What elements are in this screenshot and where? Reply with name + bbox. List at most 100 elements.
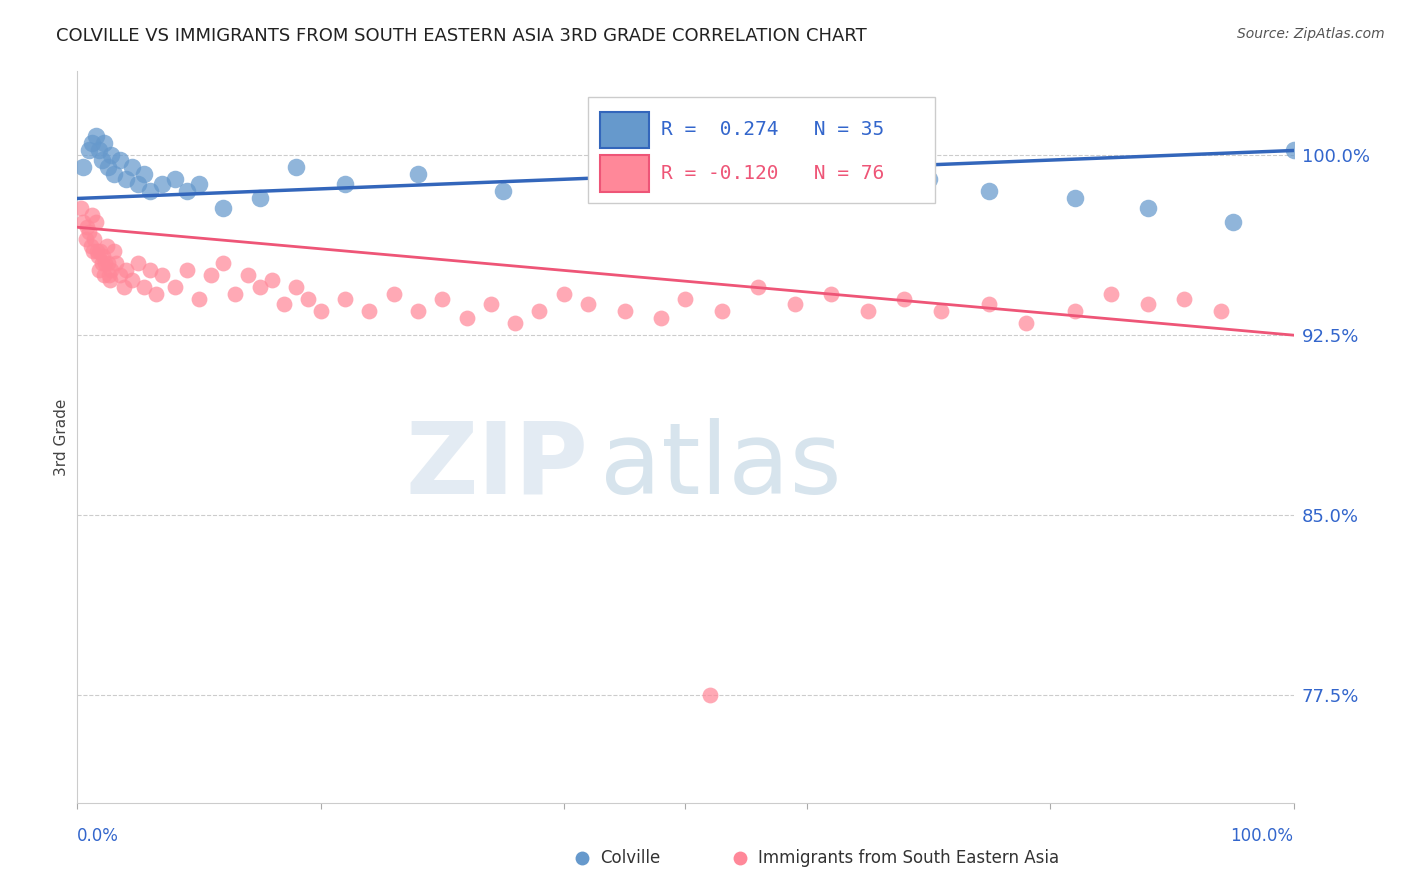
Point — [285, 280, 308, 294]
Point — [820, 287, 842, 301]
Point — [90, 256, 112, 270]
Point — [297, 292, 319, 306]
Point — [1015, 316, 1038, 330]
Point — [90, 153, 112, 167]
Point — [710, 304, 733, 318]
Point — [1173, 292, 1195, 306]
Point — [83, 232, 105, 246]
Point — [529, 304, 551, 318]
Point — [80, 239, 103, 253]
Point — [1222, 215, 1244, 229]
Point — [96, 239, 118, 253]
Point — [89, 263, 111, 277]
Point — [121, 161, 143, 175]
Point — [86, 244, 108, 259]
Text: Immigrants from South Eastern Asia: Immigrants from South Eastern Asia — [758, 848, 1060, 867]
Point — [382, 287, 405, 301]
Text: Colville: Colville — [600, 848, 661, 867]
Point — [112, 280, 135, 294]
Point — [127, 177, 149, 191]
Point — [139, 184, 162, 198]
Point — [84, 129, 107, 144]
Point — [127, 256, 149, 270]
Point — [492, 184, 515, 198]
Point — [783, 297, 806, 311]
Point — [176, 263, 198, 277]
Point — [613, 172, 636, 186]
Point — [188, 292, 211, 306]
Point — [79, 225, 101, 239]
Point — [212, 201, 235, 215]
Point — [747, 280, 769, 294]
Point — [80, 208, 103, 222]
Point — [918, 172, 941, 186]
Point — [87, 249, 110, 263]
Point — [1136, 201, 1159, 215]
Point — [93, 136, 115, 151]
Point — [699, 688, 721, 702]
Point — [1282, 144, 1305, 158]
Text: atlas: atlas — [600, 417, 842, 515]
Point — [188, 177, 211, 191]
Point — [79, 144, 101, 158]
Point — [224, 287, 246, 301]
Point — [152, 268, 174, 283]
Point — [1063, 304, 1085, 318]
Point — [76, 220, 98, 235]
Point — [1136, 297, 1159, 311]
Text: Source: ZipAtlas.com: Source: ZipAtlas.com — [1237, 27, 1385, 41]
Point — [1099, 287, 1122, 301]
Point — [929, 304, 952, 318]
Text: 100.0%: 100.0% — [1230, 827, 1294, 845]
FancyBboxPatch shape — [600, 112, 650, 148]
Point — [89, 144, 111, 158]
Point — [212, 256, 235, 270]
Point — [406, 304, 429, 318]
Point — [613, 304, 636, 318]
Point — [979, 297, 1001, 311]
Point — [163, 280, 186, 294]
Point — [260, 273, 283, 287]
Point — [108, 268, 131, 283]
Point — [80, 136, 103, 151]
Point — [97, 268, 120, 283]
Point — [89, 244, 111, 259]
Point — [115, 172, 138, 186]
Text: R =  0.274   N = 35: R = 0.274 N = 35 — [661, 120, 884, 139]
Y-axis label: 3rd Grade: 3rd Grade — [53, 399, 69, 475]
Text: COLVILLE VS IMMIGRANTS FROM SOUTH EASTERN ASIA 3RD GRADE CORRELATION CHART: COLVILLE VS IMMIGRANTS FROM SOUTH EASTER… — [56, 27, 868, 45]
Point — [100, 148, 122, 162]
Point — [406, 168, 429, 182]
Point — [856, 304, 879, 318]
Point — [108, 153, 131, 167]
Point — [200, 268, 222, 283]
Point — [333, 292, 356, 306]
Point — [98, 273, 121, 287]
Point — [70, 201, 93, 215]
Point — [105, 256, 128, 270]
Point — [103, 168, 125, 182]
Point — [249, 191, 271, 205]
Point — [553, 287, 575, 301]
Point — [91, 249, 114, 263]
Point — [675, 292, 697, 306]
Point — [309, 304, 332, 318]
Point — [359, 304, 381, 318]
Point — [820, 161, 842, 175]
Point — [75, 232, 97, 246]
Text: 0.0%: 0.0% — [77, 827, 120, 845]
Point — [72, 161, 94, 175]
Point — [249, 280, 271, 294]
Point — [121, 273, 143, 287]
Point — [145, 287, 167, 301]
Point — [97, 161, 120, 175]
Point — [479, 297, 502, 311]
Point — [979, 184, 1001, 198]
Point — [333, 177, 356, 191]
Point — [93, 268, 115, 283]
Point — [139, 263, 162, 277]
Point — [893, 292, 915, 306]
Point — [134, 168, 156, 182]
Point — [103, 244, 125, 259]
Point — [236, 268, 259, 283]
